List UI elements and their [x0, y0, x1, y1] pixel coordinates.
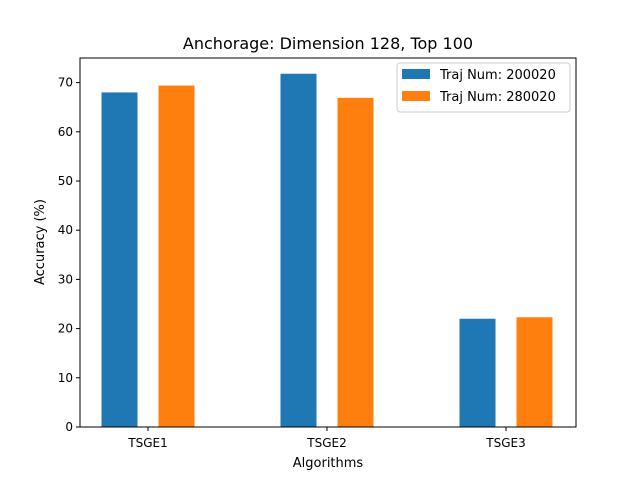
y-tick-label: 70 [58, 76, 73, 90]
bars [101, 73, 553, 428]
bar-tsge2-series-2 [337, 97, 374, 428]
legend-label-1: Traj Num: 200020 [439, 68, 556, 83]
x-axis-label: Algorithms [293, 456, 364, 471]
y-tick-label: 0 [65, 420, 73, 434]
bar-tsge2-series-1 [280, 73, 317, 427]
y-axis-label: Accuracy (%) [33, 199, 48, 285]
plot-frame [79, 57, 577, 428]
bar-tsge3-series-1 [459, 318, 496, 427]
x-tick-label: TSGE2 [306, 436, 346, 450]
y-axis: 0 10 20 30 40 50 60 70 [58, 76, 80, 434]
y-tick-label: 60 [58, 125, 73, 139]
y-tick-label: 50 [58, 174, 73, 188]
bar-tsge1-series-2 [158, 85, 195, 427]
legend-swatch-1 [402, 69, 430, 79]
x-tick-label: TSGE1 [127, 436, 167, 450]
y-tick-label: 30 [58, 272, 73, 286]
legend: Traj Num: 200020 Traj Num: 280020 [396, 62, 571, 113]
legend-box [396, 62, 571, 113]
legend-label-2: Traj Num: 280020 [439, 90, 556, 105]
y-tick-label: 40 [58, 223, 73, 237]
x-tick-label: TSGE3 [485, 436, 525, 450]
bar-tsge1-series-1 [101, 92, 138, 427]
y-tick-label: 20 [58, 322, 73, 336]
bar-tsge3-series-2 [516, 317, 553, 427]
chart-title: Anchorage: Dimension 128, Top 100 [183, 34, 473, 53]
x-axis: TSGE1 TSGE2 TSGE3 [127, 427, 526, 450]
legend-swatch-2 [402, 91, 430, 101]
y-tick-label: 10 [58, 371, 73, 385]
